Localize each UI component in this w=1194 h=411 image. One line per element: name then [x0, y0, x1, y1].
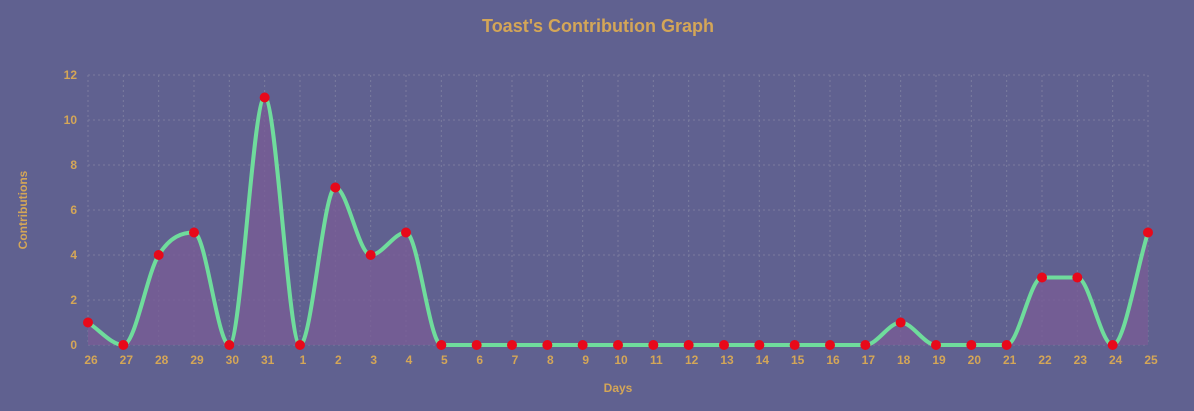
data-point[interactable] [542, 340, 553, 350]
data-point[interactable] [1001, 340, 1012, 350]
data-point[interactable] [966, 340, 977, 350]
x-axis-title: Days [604, 381, 633, 395]
data-point[interactable] [330, 182, 341, 193]
x-tick-label: 17 [862, 353, 876, 367]
y-tick-label: 4 [70, 248, 77, 262]
x-tick-label: 21 [1003, 353, 1017, 367]
data-point[interactable] [860, 340, 871, 350]
x-tick-label: 5 [441, 353, 448, 367]
data-point[interactable] [224, 340, 235, 350]
y-tick-label: 0 [70, 338, 77, 352]
y-tick-labels: 0 2 4 6 8 10 12 [64, 68, 78, 352]
x-tick-label: 28 [155, 353, 169, 367]
x-tick-label: 29 [190, 353, 204, 367]
data-point[interactable] [1143, 227, 1153, 238]
y-tick-label: 2 [70, 293, 77, 307]
x-tick-label: 15 [791, 353, 805, 367]
x-tick-label: 24 [1109, 353, 1123, 367]
y-tick-label: 12 [64, 68, 78, 82]
data-point[interactable] [613, 340, 623, 350]
x-tick-label: 6 [476, 353, 483, 367]
x-tick-label: 3 [370, 353, 377, 367]
data-point[interactable] [295, 340, 305, 350]
x-tick-label: 22 [1038, 353, 1052, 367]
x-tick-label: 13 [720, 353, 734, 367]
x-tick-labels: 26 27 28 29 30 31 1 2 3 4 5 6 7 8 9 10 11 12 13 14 15 16 17 18 1… [84, 353, 1158, 367]
x-tick-label: 27 [120, 353, 134, 367]
data-point[interactable] [719, 340, 729, 350]
x-tick-label: 2 [335, 353, 342, 367]
data-point[interactable] [1107, 340, 1118, 350]
data-point[interactable] [189, 227, 199, 238]
data-point[interactable] [153, 250, 164, 260]
data-point[interactable] [83, 317, 93, 328]
chart-title: Toast's Contribution Graph [482, 16, 714, 36]
x-tick-label: 16 [826, 353, 840, 367]
data-point[interactable] [365, 250, 376, 260]
data-point[interactable] [507, 340, 517, 350]
data-points-layer [83, 92, 1153, 350]
data-point[interactable] [789, 340, 800, 350]
data-point[interactable] [471, 340, 482, 350]
data-point[interactable] [931, 340, 941, 350]
y-axis-title: Contributions [16, 170, 30, 249]
x-tick-label: 26 [84, 353, 98, 367]
x-tick-label: 11 [650, 353, 663, 367]
data-point[interactable] [118, 340, 129, 350]
x-tick-label: 19 [932, 353, 946, 367]
data-point[interactable] [401, 227, 411, 238]
x-tick-label: 12 [685, 353, 699, 367]
data-point[interactable] [825, 340, 835, 350]
x-tick-label: 20 [968, 353, 982, 367]
x-tick-label: 18 [897, 353, 911, 367]
area-fill-layer [88, 97, 1148, 345]
x-tick-label: 7 [512, 353, 519, 367]
x-tick-label: 8 [547, 353, 554, 367]
x-tick-label: 9 [582, 353, 589, 367]
x-tick-label: 1 [300, 353, 307, 367]
x-tick-label: 10 [614, 353, 628, 367]
x-tick-label: 30 [226, 353, 240, 367]
y-tick-label: 8 [70, 158, 77, 172]
data-point[interactable] [683, 340, 694, 350]
data-point[interactable] [259, 92, 270, 103]
y-tick-label: 6 [70, 203, 77, 217]
x-tick-label: 4 [406, 353, 413, 367]
data-point[interactable] [895, 317, 906, 328]
data-point[interactable] [577, 340, 588, 350]
data-point[interactable] [1072, 272, 1083, 283]
x-tick-label: 14 [756, 353, 770, 367]
data-point[interactable] [648, 340, 659, 350]
y-tick-label: 10 [64, 113, 78, 127]
x-tick-label: 23 [1074, 353, 1088, 367]
data-point[interactable] [436, 340, 447, 350]
series-area-fill [88, 97, 1148, 345]
x-tick-label: 25 [1144, 353, 1158, 367]
x-tick-label: 31 [261, 353, 275, 367]
data-point[interactable] [754, 340, 765, 350]
data-point[interactable] [1037, 272, 1047, 283]
